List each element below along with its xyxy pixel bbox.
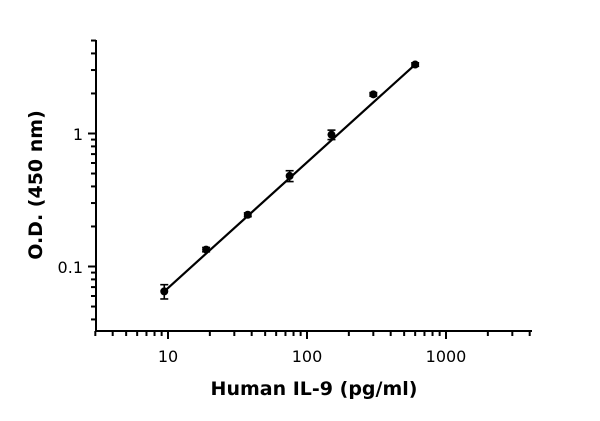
data-point	[369, 90, 378, 99]
y-axis-title: O.D. (450 nm)	[25, 110, 47, 260]
x-tick-label-1000: 1000	[426, 347, 467, 366]
data-point	[327, 130, 336, 139]
x-tick-label-100: 100	[292, 347, 323, 366]
plot-area	[160, 60, 420, 300]
data-point	[411, 60, 420, 69]
x-axis-title: Human IL-9 (pg/ml)	[211, 378, 418, 400]
x-ticks	[94, 331, 531, 339]
x-tick-label-10: 10	[158, 347, 178, 366]
x-axis	[94, 330, 532, 339]
y-tick-label-0-1: 0.1	[58, 258, 83, 277]
data-point	[243, 210, 252, 219]
y-axis	[88, 39, 97, 331]
data-point	[160, 287, 169, 296]
y-tick-label-1: 1	[73, 125, 83, 144]
y-ticks	[88, 39, 96, 321]
data-point	[202, 245, 211, 254]
data-point	[285, 171, 294, 180]
